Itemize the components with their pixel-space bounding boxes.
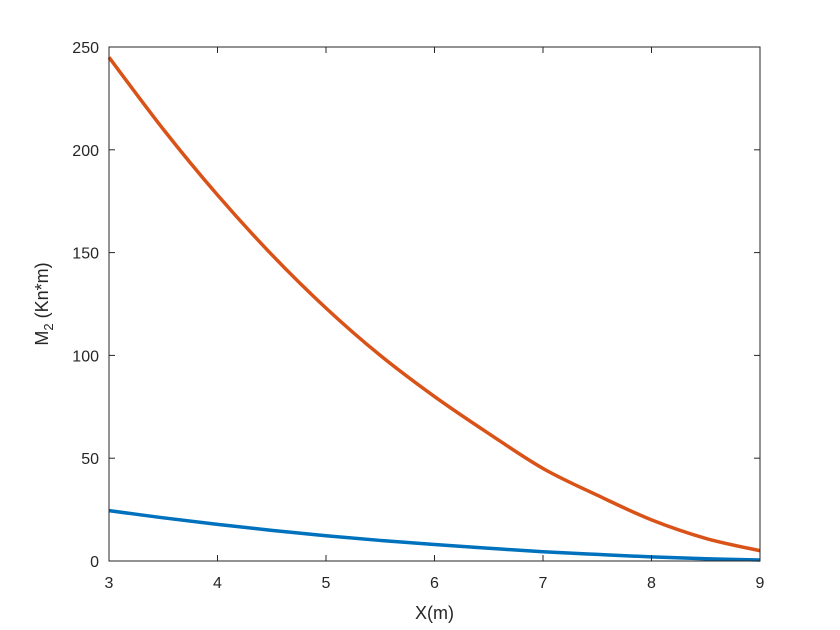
y-axis-title-subscript: 2 [41,323,56,330]
y-tick-label: 250 [72,40,99,57]
x-axis-title: X(m) [415,603,454,623]
y-tick-label: 200 [72,143,99,160]
x-axis: 3 4 5 6 7 8 9 [105,47,765,592]
y-tick-label: 50 [81,451,99,468]
x-tick-label: 4 [213,575,222,592]
x-tick-label: 5 [322,575,331,592]
y-tick-label: 0 [90,554,99,571]
x-tick-label: 3 [105,575,114,592]
y-axis-title: M2 (Kn*m) [32,262,56,345]
y-axis-title-unit: (Kn*m) [32,262,52,323]
y-axis: 0 50 100 150 200 250 [72,40,760,571]
y-axis-title-main: M [32,331,52,346]
x-tick-label: 6 [430,575,439,592]
series-line-1 [107,56,761,553]
plot-area [109,47,760,561]
x-tick-label: 8 [647,575,656,592]
y-tick-label: 150 [72,246,99,263]
x-tick-label: 9 [756,575,765,592]
x-tick-label: 7 [539,575,548,592]
y-tick-label: 100 [72,348,99,365]
